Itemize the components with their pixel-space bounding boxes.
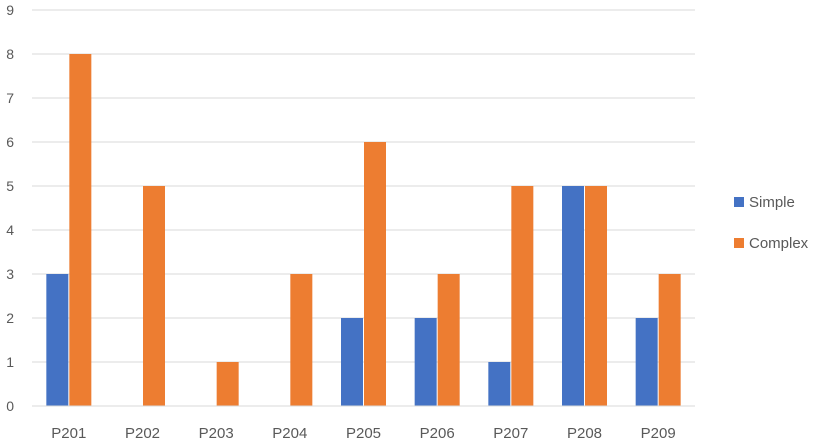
x-axis-tick-labels: P201 P202 P203 P204 P205 P206 P207 P208 P209 bbox=[51, 425, 675, 442]
y-tick-label: 2 bbox=[6, 310, 14, 326]
x-tick-label: P209 bbox=[641, 425, 676, 442]
y-tick-label: 4 bbox=[6, 222, 14, 238]
legend-label-complex: Complex bbox=[749, 235, 809, 252]
x-tick-label: P204 bbox=[272, 425, 307, 442]
bar-simple-p207 bbox=[488, 362, 511, 406]
bars bbox=[46, 54, 681, 406]
x-tick-label: P206 bbox=[420, 425, 455, 442]
bar-complex-p209 bbox=[658, 274, 681, 406]
legend: Simple Complex bbox=[734, 194, 809, 252]
y-tick-label: 1 bbox=[6, 354, 14, 370]
y-tick-label: 5 bbox=[6, 178, 14, 194]
legend-swatch-simple bbox=[734, 197, 744, 207]
y-tick-label: 0 bbox=[6, 398, 14, 414]
y-tick-label: 3 bbox=[6, 266, 14, 282]
y-tick-label: 7 bbox=[6, 90, 14, 106]
x-tick-label: P205 bbox=[346, 425, 381, 442]
legend-label-simple: Simple bbox=[749, 194, 795, 211]
x-tick-label: P201 bbox=[51, 425, 86, 442]
y-tick-label: 6 bbox=[6, 134, 14, 150]
y-axis-tick-labels: 0 1 2 3 4 5 6 7 8 9 bbox=[6, 2, 14, 414]
bar-simple-p208 bbox=[562, 186, 584, 406]
bar-complex-p204 bbox=[290, 274, 313, 406]
bar-simple-p209 bbox=[635, 318, 658, 406]
y-tick-label: 8 bbox=[6, 46, 14, 62]
legend-swatch-complex bbox=[734, 238, 744, 248]
y-tick-label: 9 bbox=[6, 2, 14, 18]
gridlines bbox=[32, 9, 695, 363]
bar-complex-p203 bbox=[216, 362, 239, 406]
x-tick-label: P202 bbox=[125, 425, 160, 442]
bar-simple-p201 bbox=[46, 274, 69, 406]
bar-simple-p205 bbox=[341, 318, 363, 406]
bar-complex-p206 bbox=[437, 274, 460, 406]
x-tick-label: P208 bbox=[567, 425, 602, 442]
bar-complex-p201 bbox=[69, 54, 92, 406]
bar-complex-p208 bbox=[585, 186, 607, 406]
x-tick-label: P203 bbox=[199, 425, 234, 442]
bar-complex-p207 bbox=[511, 186, 534, 406]
bar-simple-p206 bbox=[414, 318, 437, 406]
bar-complex-p202 bbox=[143, 186, 165, 406]
bar-complex-p205 bbox=[364, 142, 386, 406]
x-tick-label: P207 bbox=[493, 425, 528, 442]
